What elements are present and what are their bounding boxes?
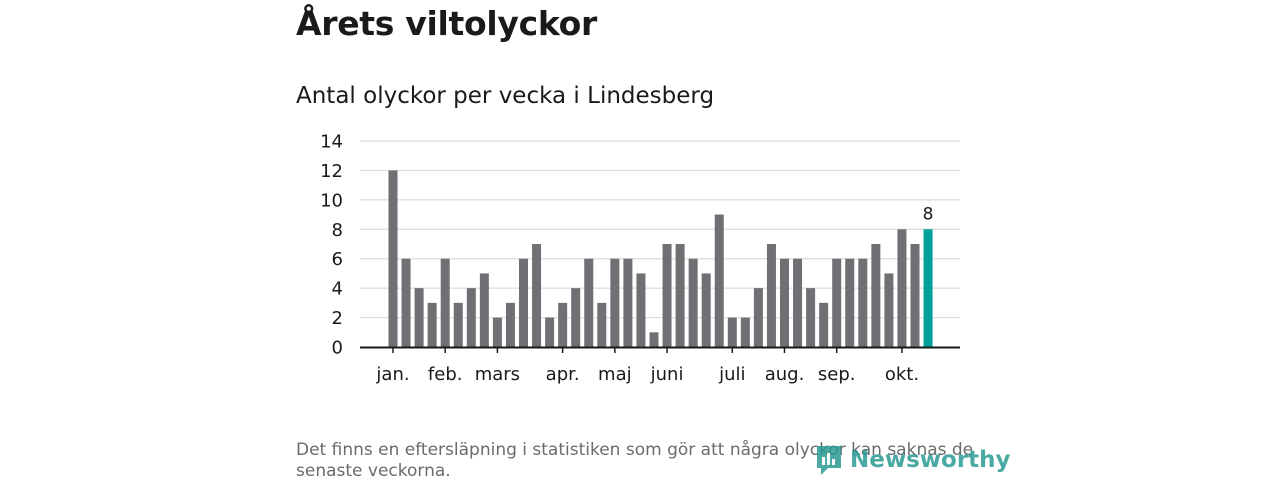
bar: [388, 170, 398, 347]
x-tick-label: maj: [598, 364, 632, 385]
x-tick-label: okt.: [885, 364, 919, 385]
bar: [636, 273, 646, 347]
bar: [884, 273, 894, 347]
highlight-bar: [923, 229, 933, 347]
bar: [832, 258, 842, 347]
bar: [584, 258, 594, 347]
x-tick-label: juni: [650, 364, 684, 385]
x-tick-label: aug.: [765, 364, 805, 385]
bar: [466, 288, 476, 347]
brand-logo: Newsworthy: [814, 444, 1011, 476]
newsworthy-logo-icon: [817, 446, 841, 475]
x-tick-label: feb.: [428, 364, 463, 385]
bar: [558, 302, 568, 347]
bar: [505, 302, 515, 347]
x-tick-label: apr.: [546, 364, 580, 385]
x-axis-ticks: jan. feb. mars apr. maj juni juli aug. sep. okt.: [375, 347, 919, 385]
page-title: Årets viltolyckor: [296, 4, 597, 43]
x-tick-label: jan.: [375, 364, 409, 385]
bar: [519, 258, 528, 347]
bar: [688, 258, 698, 347]
bar: [910, 244, 920, 347]
bar: [545, 317, 555, 347]
bar: [453, 302, 463, 347]
y-tick-label: 4: [332, 279, 343, 300]
bar: [714, 214, 724, 347]
y-tick-label: 12: [320, 161, 343, 182]
bar: [858, 258, 868, 347]
x-tick-label: sep.: [818, 364, 856, 385]
bar: [701, 273, 711, 347]
bar: [571, 288, 581, 347]
y-tick-label: 0: [332, 338, 343, 359]
y-tick-label: 14: [320, 132, 343, 153]
bar: [780, 258, 789, 347]
bar: [610, 258, 620, 347]
y-tick-label: 8: [332, 220, 343, 241]
bar: [427, 302, 437, 347]
bar: [740, 317, 750, 347]
bar: [479, 273, 489, 347]
bar: [532, 244, 542, 347]
bar: [623, 258, 633, 347]
bar: [662, 244, 672, 347]
bar: [727, 317, 737, 347]
bar: [871, 244, 881, 347]
x-tick-label: juli: [718, 364, 745, 385]
bar: [806, 288, 816, 347]
gridlines: [360, 140, 960, 319]
brand-name: Newsworthy: [850, 447, 1011, 473]
y-tick-label: 2: [332, 308, 343, 329]
bar: [649, 332, 659, 347]
bar: [897, 229, 907, 347]
bar: [401, 258, 411, 347]
highlight-data-label: 8: [923, 204, 934, 224]
bar: [440, 258, 450, 347]
bar: [845, 258, 855, 347]
bar: [597, 302, 607, 347]
bar: [492, 317, 502, 347]
bar: [675, 244, 685, 347]
bar: [753, 288, 763, 347]
y-tick-label: 6: [332, 249, 343, 270]
y-axis-ticks: 0 2 4 6 8 10 12 14: [320, 132, 343, 359]
x-tick-label: mars: [475, 364, 520, 385]
y-tick-label: 10: [320, 190, 343, 211]
chart-subtitle: Antal olyckor per vecka i Lindesberg: [296, 83, 715, 109]
bars: [388, 170, 933, 347]
footnote: Det finns en eftersläpning i statistiken…: [296, 440, 974, 481]
bar: [414, 288, 424, 347]
bar: [766, 244, 776, 347]
bar: [793, 258, 803, 347]
bar: [819, 302, 829, 347]
